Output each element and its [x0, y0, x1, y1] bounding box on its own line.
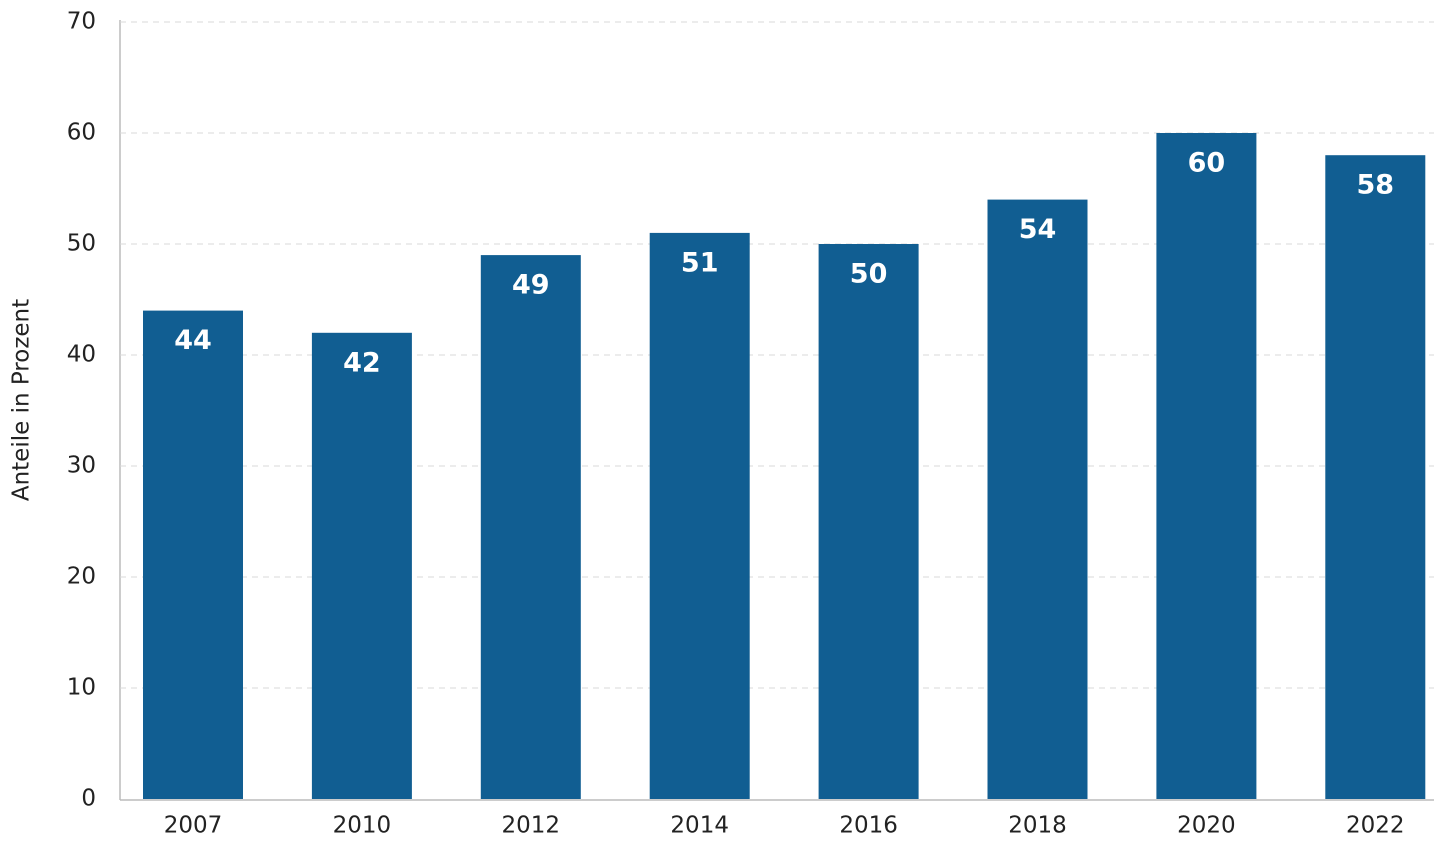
x-tick-label: 2018 — [1008, 813, 1067, 839]
value-label: 54 — [1019, 214, 1057, 245]
bar — [480, 255, 581, 800]
bar — [143, 310, 243, 799]
value-label: 50 — [850, 259, 888, 290]
bar — [649, 232, 750, 799]
x-tick-label: 2012 — [502, 813, 561, 839]
y-axis-title: Anteile in Prozent — [9, 299, 35, 501]
value-label: 51 — [681, 247, 719, 278]
x-tick-label: 2014 — [670, 813, 729, 839]
bar — [818, 244, 919, 799]
y-tick-label: 0 — [81, 786, 96, 812]
value-label: 60 — [1188, 148, 1226, 179]
x-tick-label: 2007 — [164, 813, 223, 839]
x-tick-label: 2020 — [1177, 813, 1236, 839]
value-label: 49 — [512, 270, 550, 301]
y-tick-label: 60 — [67, 120, 96, 146]
value-label: 44 — [174, 325, 212, 356]
bar — [311, 332, 412, 799]
bar — [987, 199, 1088, 800]
x-tick-label: 2022 — [1346, 813, 1405, 839]
y-tick-label: 10 — [67, 675, 96, 701]
x-tick-label: 2010 — [333, 813, 392, 839]
y-tick-label: 40 — [67, 342, 96, 368]
value-label: 58 — [1357, 170, 1395, 201]
y-tick-label: 30 — [67, 453, 96, 479]
bar — [1156, 133, 1257, 799]
x-tick-label: 2016 — [839, 813, 898, 839]
y-tick-label: 20 — [67, 564, 96, 590]
y-tick-label: 50 — [67, 231, 96, 257]
bar — [1325, 155, 1426, 799]
y-tick-label: 70 — [67, 9, 96, 35]
value-label: 42 — [343, 347, 381, 378]
